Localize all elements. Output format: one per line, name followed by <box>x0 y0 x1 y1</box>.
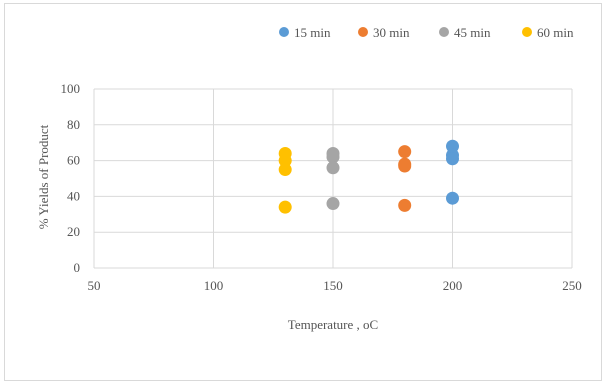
legend-marker <box>522 27 532 37</box>
legend: 15 min 30 min 45 min 60 min <box>279 25 574 40</box>
x-tick-label: 100 <box>204 278 224 293</box>
legend-label: 45 min <box>454 25 491 40</box>
y-axis-title: % Yields of Product <box>36 124 51 229</box>
data-point <box>446 152 459 166</box>
data-point <box>446 191 459 205</box>
x-tick-label: 150 <box>323 278 343 293</box>
y-tick-label: 80 <box>67 117 80 132</box>
legend-marker <box>279 27 289 37</box>
data-point <box>398 198 412 212</box>
y-tick-label: 20 <box>67 224 80 239</box>
data-point <box>278 154 292 168</box>
data-point <box>278 163 292 177</box>
legend-marker <box>439 27 449 37</box>
data-point <box>326 161 340 175</box>
x-axis-title: Temperature , oC <box>288 317 378 332</box>
data-point <box>446 139 459 153</box>
data-point <box>326 150 340 164</box>
data-points <box>278 139 459 214</box>
y-tick-label: 60 <box>67 153 80 168</box>
legend-label: 60 min <box>537 25 574 40</box>
legend-label: 30 min <box>373 25 410 40</box>
y-tick-label: 0 <box>74 260 81 275</box>
y-axis-ticks: 0 20 40 60 80 100 <box>61 81 81 275</box>
y-tick-label: 100 <box>61 81 81 96</box>
data-point <box>326 197 340 211</box>
x-tick-label: 50 <box>88 278 101 293</box>
x-axis-ticks: 50 100 150 200 250 <box>88 278 582 293</box>
chart-frame <box>4 3 602 381</box>
data-point <box>398 159 412 173</box>
legend-marker <box>358 27 368 37</box>
data-point <box>398 145 412 159</box>
y-tick-label: 40 <box>67 188 80 203</box>
legend-label: 15 min <box>294 25 331 40</box>
x-tick-label: 250 <box>562 278 582 293</box>
data-point <box>278 200 292 214</box>
grid-lines <box>93 88 573 269</box>
x-tick-label: 200 <box>443 278 463 293</box>
